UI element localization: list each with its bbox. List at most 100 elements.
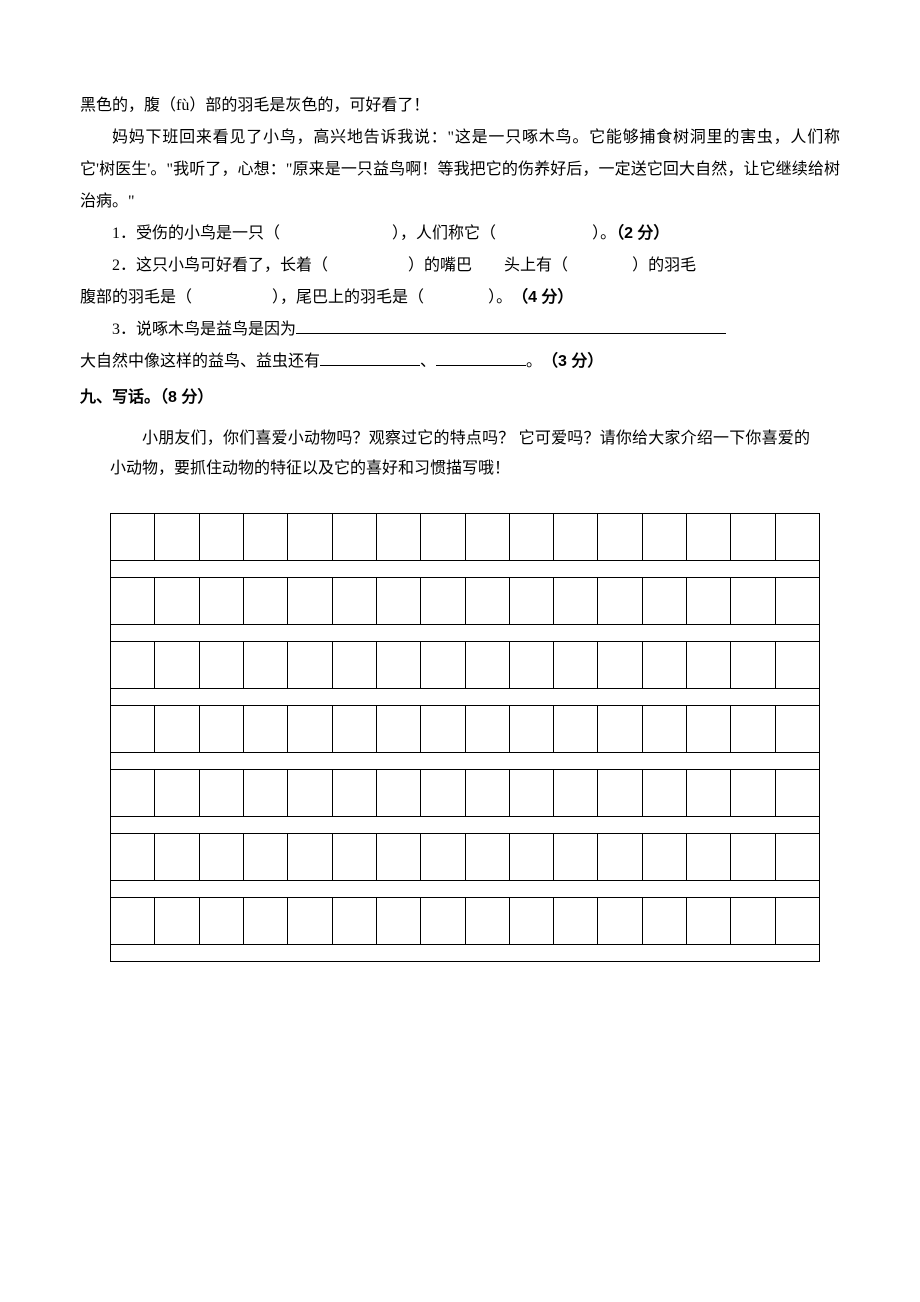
writing-grid-wrap — [110, 513, 820, 962]
grid-spacer-cell — [155, 753, 199, 770]
grid-cell — [509, 898, 553, 945]
grid-cell — [155, 578, 199, 625]
grid-cell — [687, 898, 731, 945]
grid-spacer-cell — [775, 817, 819, 834]
q2-l1-post: ）的羽毛 — [632, 257, 696, 274]
grid-cell — [465, 578, 509, 625]
grid-cell — [243, 514, 287, 561]
grid-spacer-cell — [731, 817, 775, 834]
grid-spacer-cell — [376, 945, 420, 962]
grid-cell — [598, 578, 642, 625]
grid-cell — [199, 706, 243, 753]
grid-cell — [288, 706, 332, 753]
q2-l2-gap-1 — [192, 289, 272, 306]
grid-cell — [731, 642, 775, 689]
grid-spacer-cell — [509, 561, 553, 578]
grid-cell — [598, 706, 642, 753]
grid-spacer-cell — [775, 753, 819, 770]
grid-cell — [376, 706, 420, 753]
grid-cell — [554, 578, 598, 625]
grid-cell — [155, 514, 199, 561]
grid-cell — [465, 642, 509, 689]
grid-spacer-cell — [288, 561, 332, 578]
grid-row — [111, 898, 820, 945]
grid-spacer-cell — [111, 689, 155, 706]
grid-cell — [376, 770, 420, 817]
grid-cell — [332, 514, 376, 561]
grid-spacer-cell — [598, 625, 642, 642]
grid-cell — [421, 514, 465, 561]
grid-spacer-cell — [687, 881, 731, 898]
grid-cell — [509, 834, 553, 881]
grid-spacer-cell — [111, 881, 155, 898]
grid-cell — [775, 898, 819, 945]
q3-blank-b — [436, 349, 526, 366]
grid-cell — [731, 706, 775, 753]
grid-cell — [288, 898, 332, 945]
passage-line-2: 妈妈下班回来看见了小鸟，高兴地告诉我说："这是一只啄木鸟。它能够捕食树洞里的害虫… — [80, 122, 840, 218]
grid-cell — [731, 578, 775, 625]
grid-cell — [509, 514, 553, 561]
grid-spacer-cell — [598, 881, 642, 898]
grid-spacer-cell — [642, 753, 686, 770]
grid-spacer-cell — [509, 689, 553, 706]
grid-spacer-cell — [332, 625, 376, 642]
grid-spacer-cell — [199, 561, 243, 578]
q3-score: （3 分） — [550, 353, 603, 370]
grid-cell — [598, 770, 642, 817]
grid-cell — [465, 706, 509, 753]
grid-spacer-cell — [243, 881, 287, 898]
grid-spacer-cell — [111, 945, 155, 962]
grid-spacer-cell — [598, 817, 642, 834]
grid-cell — [731, 898, 775, 945]
grid-cell — [288, 834, 332, 881]
grid-spacer-cell — [731, 689, 775, 706]
grid-spacer-cell — [731, 945, 775, 962]
grid-cell — [376, 578, 420, 625]
grid-cell — [111, 706, 155, 753]
grid-spacer-cell — [199, 689, 243, 706]
grid-cell — [421, 770, 465, 817]
q2-score: （4 分） — [520, 289, 573, 306]
grid-spacer-cell — [509, 625, 553, 642]
grid-spacer-cell — [775, 625, 819, 642]
grid-cell — [199, 770, 243, 817]
grid-spacer-row — [111, 689, 820, 706]
grid-row — [111, 578, 820, 625]
q3-blank-long — [296, 317, 726, 334]
writing-grid — [110, 513, 820, 962]
grid-spacer-cell — [332, 817, 376, 834]
grid-spacer-cell — [731, 625, 775, 642]
grid-spacer-row — [111, 753, 820, 770]
grid-spacer-cell — [598, 561, 642, 578]
q2-l1-gap-2 — [568, 257, 632, 274]
grid-cell — [243, 834, 287, 881]
grid-cell — [509, 706, 553, 753]
grid-cell — [465, 770, 509, 817]
grid-cell — [332, 834, 376, 881]
grid-spacer-cell — [243, 753, 287, 770]
grid-spacer-cell — [376, 817, 420, 834]
grid-spacer-cell — [199, 881, 243, 898]
grid-spacer-row — [111, 625, 820, 642]
grid-spacer-row — [111, 945, 820, 962]
grid-cell — [554, 898, 598, 945]
grid-spacer-cell — [243, 945, 287, 962]
grid-spacer-cell — [421, 625, 465, 642]
grid-cell — [775, 770, 819, 817]
grid-cell — [243, 642, 287, 689]
grid-spacer-cell — [642, 625, 686, 642]
grid-cell — [332, 770, 376, 817]
grid-spacer-cell — [642, 881, 686, 898]
grid-spacer-cell — [111, 753, 155, 770]
q1-pre: 1．受伤的小鸟是一只（ — [112, 225, 280, 242]
grid-spacer-cell — [376, 881, 420, 898]
grid-spacer-cell — [731, 881, 775, 898]
grid-spacer-cell — [155, 561, 199, 578]
q2-l1-pre: 2．这只小鸟可好看了，长着（ — [112, 257, 328, 274]
question-2-line-1: 2．这只小鸟可好看了，长着（ ）的嘴巴 头上有（ ）的羽毛 — [80, 250, 840, 282]
passage-line-1: 黑色的，腹（fù）部的羽毛是灰色的，可好看了！ — [80, 90, 840, 122]
grid-cell — [642, 514, 686, 561]
grid-spacer-cell — [288, 753, 332, 770]
grid-cell — [111, 770, 155, 817]
